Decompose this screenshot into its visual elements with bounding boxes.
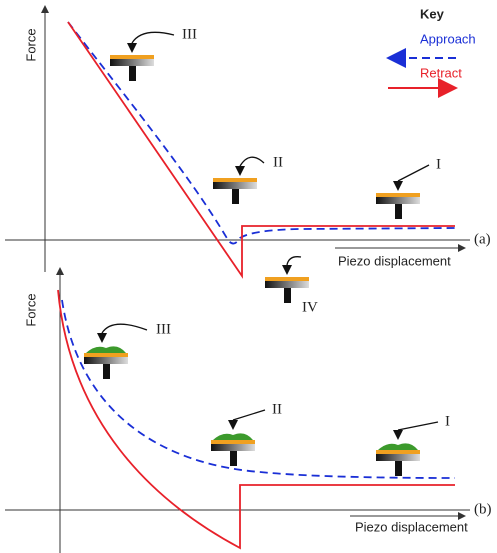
sample-film — [378, 443, 418, 450]
tip — [235, 166, 245, 176]
shapes — [5, 5, 470, 553]
retract-curve — [67, 21, 455, 279]
cantilever — [397, 421, 439, 431]
sample-surface — [84, 353, 128, 357]
sample-holder — [376, 197, 420, 204]
sample-holder — [84, 357, 128, 364]
stage-label: II — [273, 154, 283, 170]
sample-surface — [211, 440, 255, 444]
stage-label: III — [182, 26, 197, 42]
cantilever — [239, 156, 265, 167]
y-axis-label: Force — [23, 293, 38, 326]
approach-curve — [67, 21, 456, 245]
sample-surface — [376, 450, 420, 454]
y-axis-label: Force — [23, 28, 38, 61]
sample-holder — [211, 444, 255, 451]
panel-label: (a) — [474, 231, 491, 247]
x-axis-label: Piezo displacement — [355, 519, 468, 534]
sample-stem — [395, 461, 402, 476]
key-approach: Approach — [420, 31, 476, 46]
sample-surface — [110, 55, 154, 59]
stage-label: I — [445, 413, 450, 429]
stage-label: II — [272, 401, 282, 417]
sample-surface — [213, 178, 257, 182]
tip — [127, 43, 137, 53]
stage-label: III — [156, 321, 171, 337]
tip — [282, 265, 292, 275]
stage-label: IV — [302, 299, 318, 315]
sample-stem — [103, 364, 110, 379]
cantilever — [131, 31, 175, 44]
cantilever — [286, 256, 302, 266]
x-axis-label: Piezo displacement — [338, 253, 451, 268]
sample-stem — [284, 288, 291, 303]
sample-film — [86, 346, 126, 353]
sample-stem — [230, 451, 237, 466]
stage-label: I — [436, 156, 441, 172]
key-title: Key — [420, 6, 445, 21]
sample-surface — [265, 277, 309, 281]
panel-label: (b) — [474, 501, 492, 517]
tip — [393, 181, 403, 191]
sample-holder — [376, 454, 420, 461]
cantilever — [397, 164, 430, 182]
cantilever — [232, 409, 266, 421]
sample-stem — [129, 66, 136, 81]
retract-curve — [57, 289, 455, 550]
key-retract: Retract — [420, 65, 462, 80]
sample-holder — [213, 182, 257, 189]
tip — [97, 333, 107, 343]
tip — [228, 420, 238, 430]
sample-holder — [265, 281, 309, 288]
sample-holder — [110, 59, 154, 66]
sample-film — [213, 433, 253, 440]
sample-stem — [395, 204, 402, 219]
sample-surface — [376, 193, 420, 197]
cantilever — [101, 323, 148, 334]
approach-curve — [61, 299, 456, 479]
tip — [393, 430, 403, 440]
sample-stem — [232, 189, 239, 204]
